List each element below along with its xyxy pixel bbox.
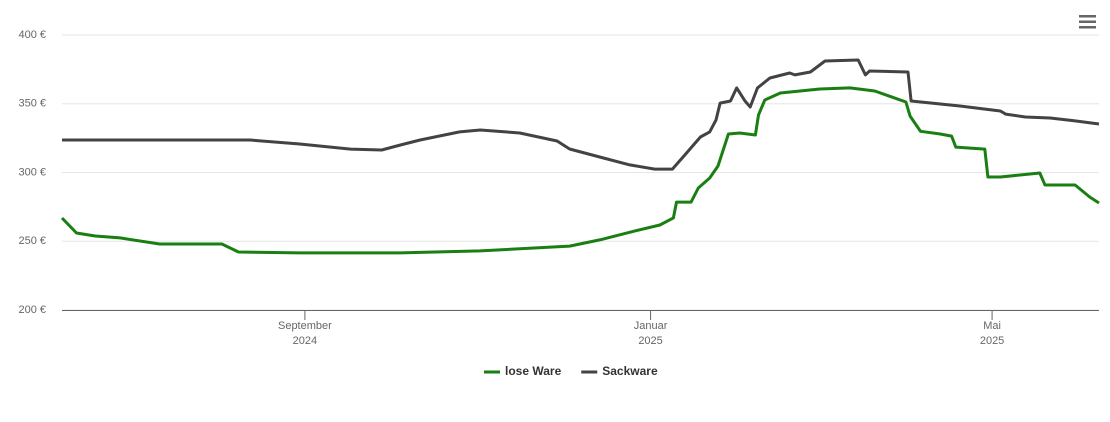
legend-label: Sackware	[602, 364, 658, 378]
menu-bar	[1079, 20, 1096, 23]
x-tick-label: Januar	[634, 320, 668, 332]
series-line	[62, 58, 1100, 171]
y-tick-label: 200 €	[18, 304, 46, 316]
y-tick-label: 250 €	[18, 235, 46, 247]
menu-icon[interactable]	[1079, 15, 1096, 29]
x-tick-label: September	[278, 320, 332, 332]
x-tick-label: 2024	[293, 335, 317, 347]
legend-item[interactable]: lose Ware	[484, 364, 562, 378]
menu-bar	[1079, 15, 1096, 18]
y-tick-label: 400 €	[18, 29, 46, 41]
menu-bar	[1079, 26, 1096, 29]
legend-item[interactable]: Sackware	[581, 364, 658, 378]
y-tick-label: 350 €	[18, 98, 46, 110]
x-tick-label: Mai	[983, 320, 1001, 332]
series-line	[60, 86, 1100, 255]
legend: lose Ware Sackware	[484, 364, 658, 378]
x-tick-label: 2025	[638, 335, 662, 347]
legend-label: lose Ware	[505, 364, 562, 378]
y-tick-label: 300 €	[18, 166, 46, 178]
x-tick-label: 2025	[980, 335, 1004, 347]
